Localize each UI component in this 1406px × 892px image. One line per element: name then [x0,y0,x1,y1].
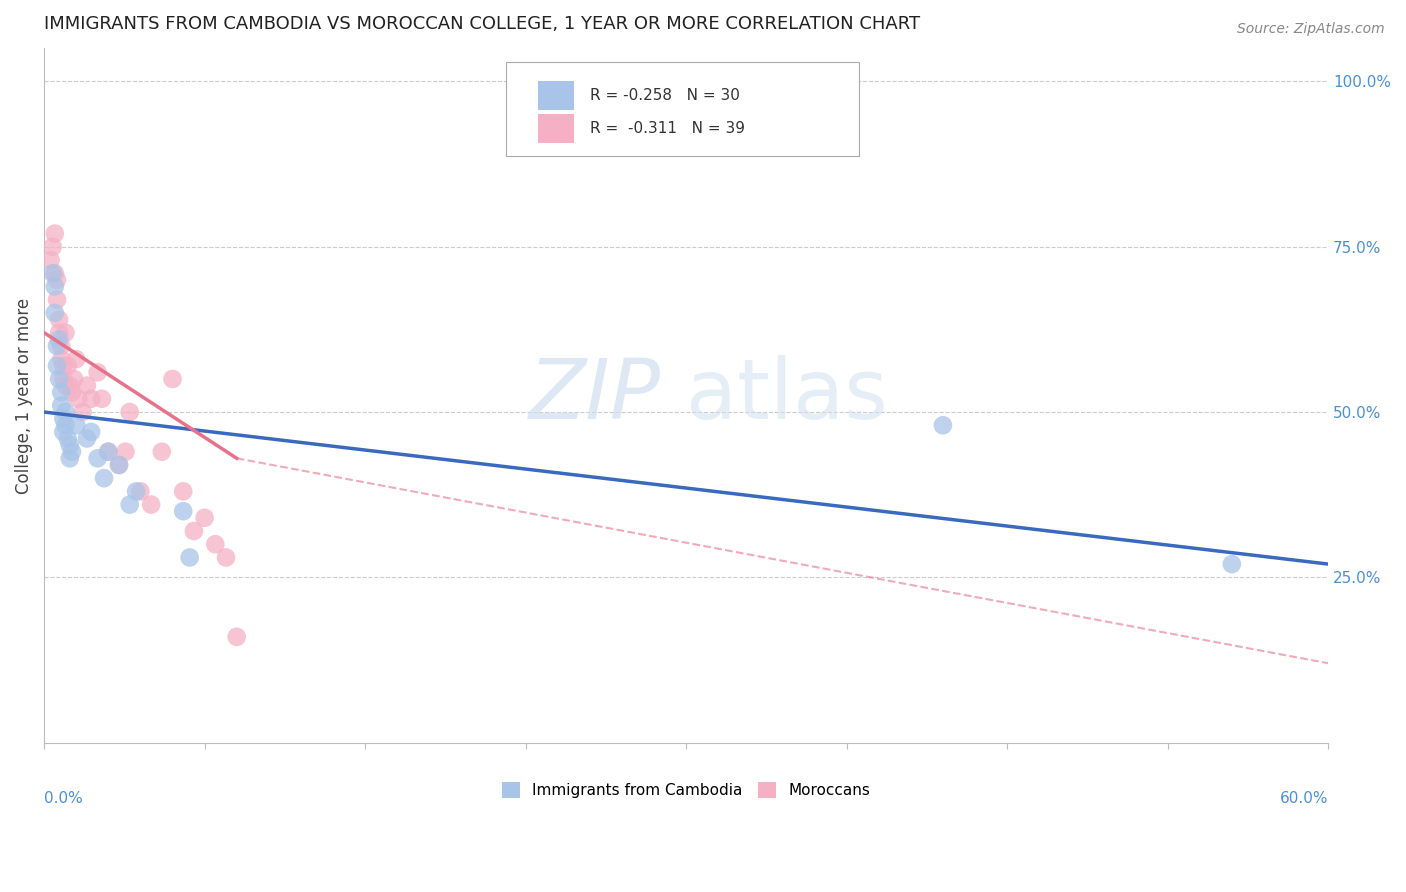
Point [52,359,75,373]
Point [51,399,73,413]
Point [55,326,77,340]
Point [129,484,152,499]
Point [225,630,247,644]
Text: IMMIGRANTS FROM CAMBODIA VS MOROCCAN COLLEGE, 1 YEAR OR MORE CORRELATION CHART: IMMIGRANTS FROM CAMBODIA VS MOROCCAN COL… [44,15,921,33]
Legend: Immigrants from Cambodia, Moroccans: Immigrants from Cambodia, Moroccans [496,776,876,805]
Point [76,378,98,392]
Point [46,293,69,307]
Point [215,550,238,565]
Point [60,385,83,400]
Point [86,365,108,379]
Text: 60.0%: 60.0% [1279,791,1329,806]
Point [51,352,73,367]
Point [1220,557,1243,571]
Point [172,504,194,518]
Point [932,418,955,433]
Point [52,372,75,386]
Point [118,405,141,419]
Point [41,266,63,280]
Point [90,392,112,406]
Point [56,432,79,446]
Point [55,378,77,392]
Point [39,252,62,267]
Point [44,279,66,293]
Point [97,444,120,458]
Point [65,418,87,433]
Text: atlas: atlas [686,355,887,436]
Point [65,352,87,367]
Point [97,444,120,458]
Point [52,411,75,425]
Point [59,438,82,452]
Point [44,227,66,241]
Point [48,332,70,346]
Text: R = -0.258   N = 30: R = -0.258 N = 30 [591,88,740,103]
Text: 0.0%: 0.0% [44,791,83,806]
Point [67,392,90,406]
Text: R =  -0.311   N = 39: R = -0.311 N = 39 [591,120,745,136]
Point [93,471,115,485]
FancyBboxPatch shape [506,62,859,156]
Point [179,550,201,565]
Point [108,458,131,472]
Point [60,444,83,458]
Point [52,425,75,439]
Point [44,306,66,320]
Point [46,359,69,373]
Point [48,372,70,386]
Point [72,405,94,419]
Point [80,392,103,406]
Bar [538,113,575,143]
Point [48,312,70,326]
Text: Source: ZipAtlas.com: Source: ZipAtlas.com [1237,22,1385,37]
Point [125,484,148,499]
Point [172,484,194,499]
Point [48,326,70,340]
Point [63,372,86,386]
Point [55,418,77,433]
Point [56,359,79,373]
Point [162,372,184,386]
Point [86,451,108,466]
Y-axis label: College, 1 year or more: College, 1 year or more [15,297,32,493]
Point [46,339,69,353]
Point [41,240,63,254]
Point [114,444,136,458]
Point [139,498,162,512]
Point [194,510,217,524]
Point [51,339,73,353]
Point [80,425,103,439]
Point [76,432,98,446]
Point [150,444,173,458]
Point [183,524,205,538]
Point [55,405,77,419]
Point [44,266,66,280]
Point [59,378,82,392]
Point [118,498,141,512]
Point [51,385,73,400]
Point [204,537,226,551]
Point [46,273,69,287]
Bar [538,81,575,111]
Point [59,451,82,466]
Text: ZIP: ZIP [529,355,661,436]
Point [108,458,131,472]
